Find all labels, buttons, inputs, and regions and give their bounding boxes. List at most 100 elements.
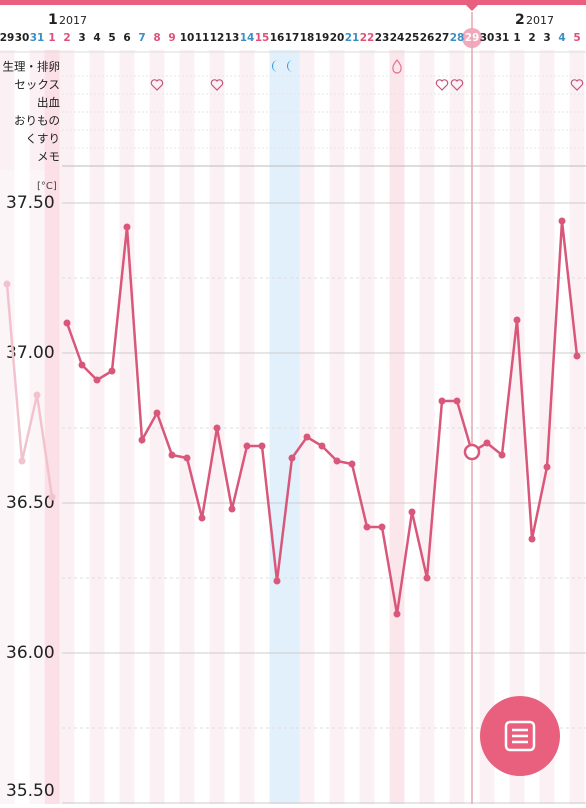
column-stripe	[539, 50, 555, 804]
date-label[interactable]: 3	[78, 32, 85, 44]
temperature-point[interactable]	[543, 463, 551, 471]
column-stripe	[0, 50, 15, 804]
temperature-point[interactable]	[483, 439, 491, 447]
date-label[interactable]: 7	[138, 32, 145, 44]
temperature-point[interactable]	[243, 442, 251, 450]
temperature-point[interactable]	[558, 217, 566, 225]
date-label[interactable]: 11	[195, 32, 210, 44]
temperature-point[interactable]	[108, 367, 116, 375]
menu-button[interactable]	[480, 696, 560, 776]
temperature-point[interactable]	[363, 523, 371, 531]
date-label[interactable]: 30	[15, 32, 30, 44]
temperature-point[interactable]	[408, 508, 416, 516]
temperature-point[interactable]	[288, 454, 296, 462]
date-label[interactable]: 31	[30, 32, 45, 44]
temperature-point[interactable]	[463, 443, 481, 461]
temperature-point[interactable]	[33, 391, 41, 399]
temperature-point[interactable]	[438, 397, 446, 405]
date-label[interactable]: 17	[285, 32, 300, 44]
top-bar	[0, 0, 586, 5]
temperature-point[interactable]	[498, 451, 506, 459]
column-stripe	[299, 50, 315, 804]
date-label[interactable]: 3	[543, 32, 550, 44]
date-label[interactable]: 13	[225, 32, 240, 44]
moon-icon	[272, 60, 278, 72]
drop-band	[389, 50, 405, 804]
date-label[interactable]: 30	[480, 32, 495, 44]
row-label: セックス	[14, 78, 60, 92]
temperature-point[interactable]	[123, 223, 131, 231]
date-label[interactable]: 2	[63, 32, 70, 44]
faded-overlay	[0, 170, 45, 804]
date-label[interactable]: 31	[495, 32, 510, 44]
temperature-point[interactable]	[153, 409, 161, 417]
heart-icon	[435, 79, 449, 91]
date-label[interactable]: 1	[48, 32, 55, 44]
temperature-point[interactable]	[393, 610, 401, 618]
date-label[interactable]: 28	[450, 32, 465, 44]
temperature-point[interactable]	[228, 505, 236, 513]
date-label[interactable]: 26	[420, 32, 435, 44]
date-label[interactable]: 9	[168, 32, 175, 44]
date-label[interactable]: 18	[300, 32, 315, 44]
selected-pointer	[466, 5, 478, 11]
temperature-point[interactable]	[273, 577, 281, 585]
date-label[interactable]: 1	[513, 32, 520, 44]
date-label[interactable]: 21	[345, 32, 360, 44]
temperature-point[interactable]	[213, 424, 221, 432]
y-tick-label: 36.50	[6, 493, 55, 513]
temperature-point[interactable]	[528, 535, 536, 543]
temperature-point[interactable]	[63, 319, 71, 327]
month-label: 2	[515, 12, 525, 28]
date-label[interactable]: 27	[435, 32, 450, 44]
date-label[interactable]: 20	[330, 32, 345, 44]
date-label[interactable]: 5	[573, 32, 580, 44]
date-label[interactable]: 19	[315, 32, 330, 44]
row-label: くすり	[26, 132, 61, 146]
temperature-point[interactable]	[168, 451, 176, 459]
date-label[interactable]: 16	[270, 32, 285, 44]
date-label[interactable]: 8	[153, 32, 160, 44]
temperature-point[interactable]	[48, 493, 56, 501]
year-label: 2017	[59, 14, 87, 27]
date-label[interactable]: 5	[108, 32, 115, 44]
temperature-point[interactable]	[18, 457, 26, 465]
date-label[interactable]: 22	[360, 32, 375, 44]
temperature-point[interactable]	[138, 436, 146, 444]
date-label[interactable]: 23	[375, 32, 390, 44]
temperature-point[interactable]	[3, 280, 11, 288]
temperature-point[interactable]	[513, 316, 521, 324]
temperature-point[interactable]	[573, 352, 581, 360]
date-label[interactable]: 12	[210, 32, 225, 44]
date-label[interactable]: 24	[390, 32, 405, 44]
date-label[interactable]: 25	[405, 32, 420, 44]
column-stripe	[569, 50, 585, 804]
temperature-point[interactable]	[93, 376, 101, 384]
temperature-point[interactable]	[453, 397, 461, 405]
temperature-point[interactable]	[423, 574, 431, 582]
temperature-point[interactable]	[183, 454, 191, 462]
date-label[interactable]: 14	[240, 32, 255, 44]
temperature-point[interactable]	[333, 457, 341, 465]
temperature-point[interactable]	[303, 433, 311, 441]
drop-icon	[392, 59, 402, 74]
y-tick-label: 37.50	[6, 193, 55, 213]
date-label[interactable]: 6	[123, 32, 130, 44]
column-stripe	[359, 50, 375, 804]
temperature-point[interactable]	[78, 361, 86, 369]
temperature-point[interactable]	[378, 523, 386, 531]
column-stripe	[119, 50, 135, 804]
temperature-point[interactable]	[198, 514, 206, 522]
unit-label: [°C]	[37, 181, 57, 192]
date-label[interactable]: 15	[255, 32, 270, 44]
temperature-line	[65, 220, 579, 615]
temperature-point[interactable]	[258, 442, 266, 450]
date-label[interactable]: 10	[180, 32, 195, 44]
date-label[interactable]: 4	[93, 32, 100, 44]
temperature-point[interactable]	[318, 442, 326, 450]
temperature-point[interactable]	[348, 460, 356, 468]
date-label[interactable]: 4	[558, 32, 565, 44]
date-label[interactable]: 2	[528, 32, 535, 44]
date-label[interactable]: 29	[0, 32, 14, 44]
